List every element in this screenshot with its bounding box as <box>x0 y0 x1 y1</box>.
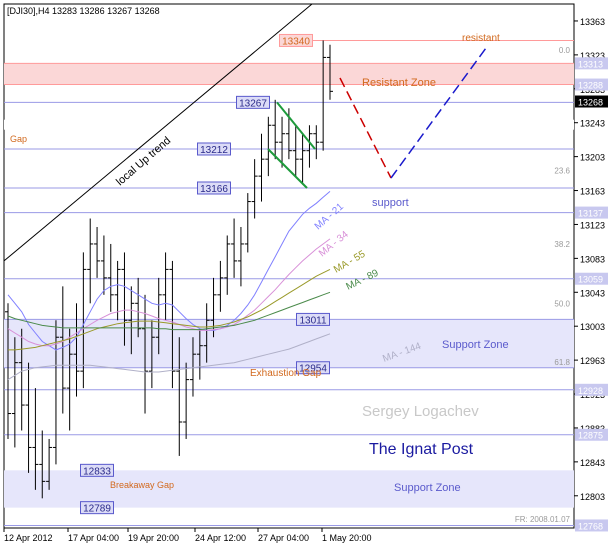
level-label-box <box>296 361 330 375</box>
level-label: 12833 <box>83 466 111 477</box>
fib-level-label: FR: 2008.01.07 <box>515 515 571 524</box>
x-axis-tick-label: 12 Apr 2012 <box>4 533 53 543</box>
moving-average-line <box>7 291 331 331</box>
y-axis-tick-label: 12963 <box>580 356 605 366</box>
level-label-box <box>80 501 114 515</box>
resistant-zone-band <box>4 63 574 85</box>
forecast-up-line <box>390 47 487 179</box>
price-tag-box <box>575 428 608 441</box>
price-tag-label: 12768 <box>578 521 603 531</box>
gap-label: Gap <box>10 134 27 144</box>
price-tag-label: 13059 <box>578 275 603 285</box>
support-zone-lower-label: Support Zone <box>394 482 461 494</box>
moving-average-line <box>7 333 331 381</box>
x-axis-tick-label: 27 Apr 04:00 <box>258 533 309 543</box>
breakaway-gap-label: Breakaway Gap <box>110 480 174 490</box>
brand-text: The Ignat Post <box>369 441 474 458</box>
x-axis-tick-label: 24 Apr 12:00 <box>195 533 246 543</box>
level-label-box <box>279 33 313 47</box>
x-axis-tick-label: 1 May 20:00 <box>322 533 372 543</box>
fib-level-label: 0.0 <box>559 46 571 55</box>
green-channel-line <box>267 148 308 189</box>
price-tag-box <box>575 206 608 219</box>
level-label: 12789 <box>83 504 111 515</box>
moving-average-line <box>7 238 331 347</box>
level-label: 13166 <box>200 184 228 195</box>
price-tag-label: 13137 <box>578 209 603 219</box>
moving-average-line <box>8 268 331 351</box>
price-tag-label: 12875 <box>578 431 603 441</box>
price-tag-label: 12928 <box>578 386 603 396</box>
fib-level-label: 38.2 <box>554 240 570 249</box>
plot-frame <box>3 3 575 529</box>
resistant-zone-label: Resistant Zone <box>362 77 436 89</box>
forecast-down-line <box>339 77 392 179</box>
x-axis-tick-label: 19 Apr 20:00 <box>128 533 179 543</box>
level-label-box <box>197 181 231 195</box>
level-label-box <box>80 463 114 477</box>
y-axis-tick-label: 13363 <box>580 17 605 27</box>
chart-header: [DJI30],H4 13283 13286 13267 13268 <box>7 6 160 16</box>
current-price-box <box>575 95 608 108</box>
y-axis-tick-label: 13243 <box>580 119 605 129</box>
price-tag-label: 13313 <box>578 59 603 69</box>
fib-level-label: 61.8 <box>554 358 570 367</box>
exhaustion-gap-label: Exhaustion Gap <box>250 368 322 379</box>
level-label-box <box>197 142 231 156</box>
level-label: 13011 <box>299 315 327 326</box>
level-label: 12954 <box>299 364 327 375</box>
y-axis-tick-label: 13043 <box>580 288 605 298</box>
fib-level-label: 50.0 <box>554 299 570 308</box>
price-tag-label: 13288 <box>578 81 603 91</box>
watermark-text: Sergey Logachev <box>362 403 479 420</box>
price-tag-box <box>575 57 608 70</box>
level-label-box <box>296 312 330 326</box>
level-label: 13267 <box>239 98 267 109</box>
y-axis-tick-label: 13163 <box>580 187 605 197</box>
y-axis-tick-label: 13003 <box>580 322 605 332</box>
level-label: 13212 <box>200 145 228 156</box>
current-price-label: 13268 <box>578 98 603 108</box>
level-label: 13340 <box>282 36 310 47</box>
level-label-box <box>236 95 270 109</box>
price-tag-box <box>575 272 608 285</box>
y-axis-tick-label: 12803 <box>580 492 605 502</box>
support-label: support <box>372 197 409 209</box>
y-axis-tick-label: 12843 <box>580 458 605 468</box>
price-tag-box <box>575 519 608 532</box>
y-axis-tick-label: 13083 <box>580 254 605 264</box>
resistant-label: resistant <box>462 33 500 44</box>
price-tag-box <box>575 383 608 396</box>
y-axis-tick-label: 13203 <box>580 153 605 163</box>
green-channel-line <box>276 101 316 150</box>
y-axis-tick-label: 13123 <box>580 220 605 230</box>
price-tag-box <box>575 78 608 91</box>
support-zone-upper-label: Support Zone <box>442 339 509 351</box>
y-axis-tick-label: 13323 <box>580 51 605 61</box>
local-up-trend-line <box>3 3 313 262</box>
x-axis-tick-label: 17 Apr 04:00 <box>68 533 119 543</box>
moving-average-line <box>7 191 331 351</box>
fib-level-label: 23.6 <box>554 166 570 175</box>
